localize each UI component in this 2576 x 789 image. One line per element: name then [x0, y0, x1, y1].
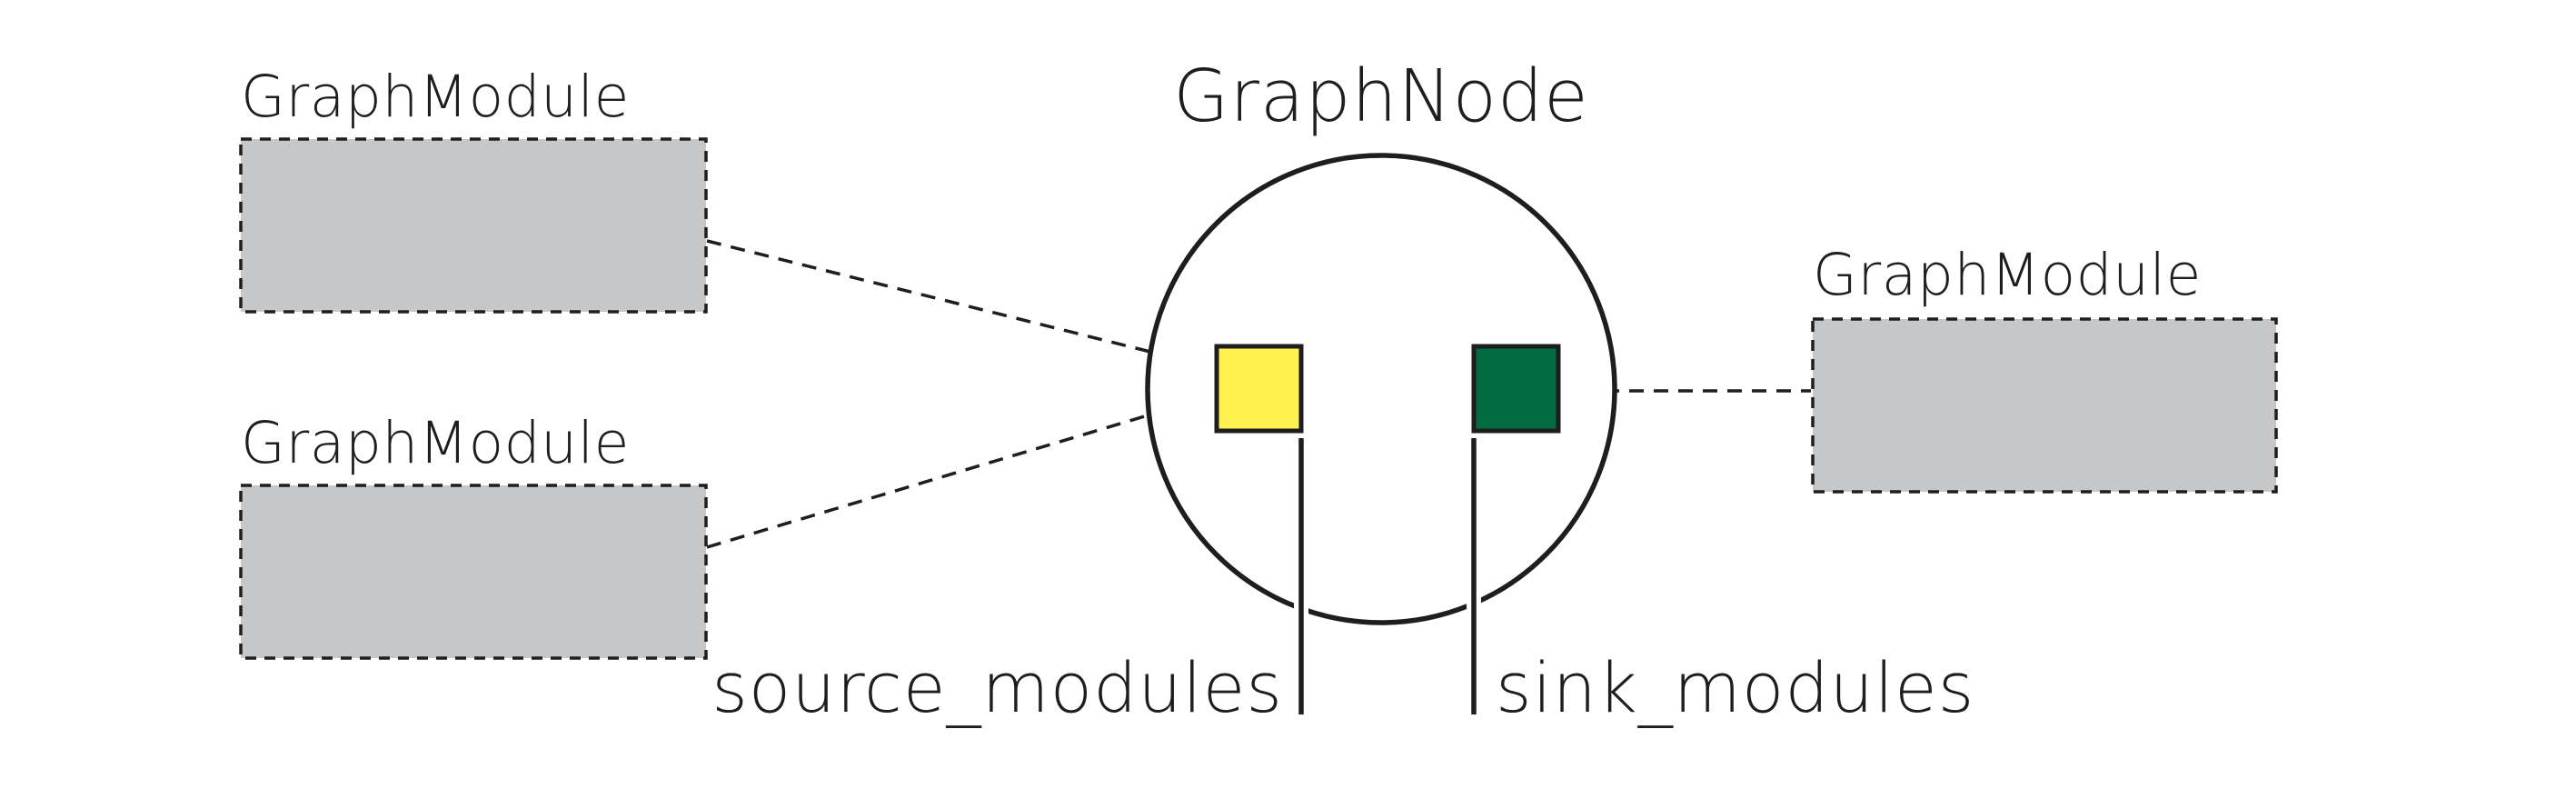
module-right: GraphModule [1811, 242, 2278, 494]
connector-left-bottom [706, 395, 1209, 549]
graph-node-label: GraphNode [1173, 55, 1589, 138]
module-label: GraphModule [1813, 242, 2202, 308]
connector-left-top [706, 239, 1209, 368]
module-left-bottom: GraphModule [239, 410, 708, 660]
module-left-top: GraphModule [239, 64, 708, 314]
module-box [1811, 317, 2278, 494]
source-modules-label: source_modules [711, 647, 1283, 728]
module-label: GraphModule [241, 64, 630, 130]
module-label: GraphModule [241, 410, 630, 476]
graph-node-circle [1145, 153, 1617, 625]
sink-port [1471, 344, 1561, 434]
sink-modules-label: sink_modules [1496, 647, 1974, 728]
source-port [1214, 344, 1304, 434]
module-box [239, 484, 708, 660]
module-box [239, 137, 708, 314]
graph-node: GraphNode [1145, 55, 1617, 714]
